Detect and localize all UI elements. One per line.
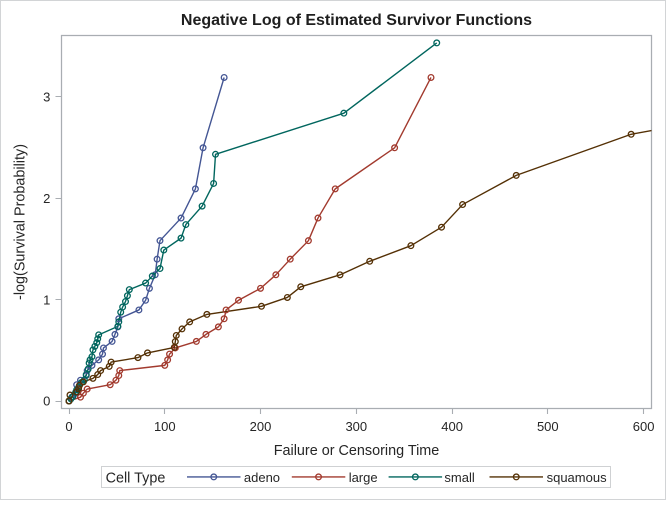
svg-text:3: 3 xyxy=(43,90,50,105)
svg-text:Failure or Censoring Time: Failure or Censoring Time xyxy=(274,443,440,459)
svg-text:200: 200 xyxy=(250,419,272,434)
svg-text:small: small xyxy=(444,470,474,485)
svg-text:300: 300 xyxy=(345,419,367,434)
svg-text:600: 600 xyxy=(633,419,655,434)
svg-text:500: 500 xyxy=(537,419,559,434)
svg-text:0: 0 xyxy=(65,419,72,434)
svg-text:Negative Log of Estimated Surv: Negative Log of Estimated Survivor Funct… xyxy=(181,12,532,29)
svg-text:large: large xyxy=(349,470,378,485)
svg-text:400: 400 xyxy=(441,419,463,434)
svg-text:Cell Type: Cell Type xyxy=(106,471,166,487)
svg-text:adeno: adeno xyxy=(244,470,280,485)
svg-text:0: 0 xyxy=(43,394,50,409)
svg-text:squamous: squamous xyxy=(547,470,607,485)
svg-text:1: 1 xyxy=(43,292,50,307)
svg-text:-log(Survival Probability): -log(Survival Probability) xyxy=(13,144,29,300)
svg-text:100: 100 xyxy=(154,419,176,434)
svg-text:2: 2 xyxy=(43,191,50,206)
